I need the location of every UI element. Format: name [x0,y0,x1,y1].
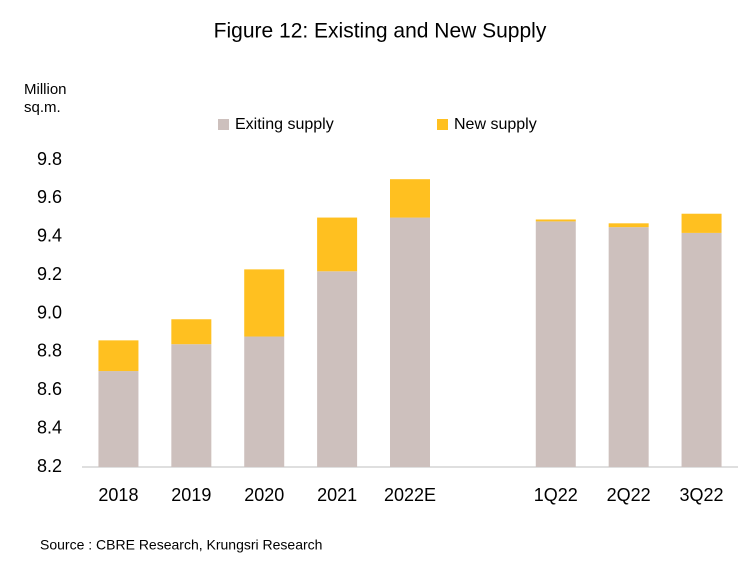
x-tick-label: 2018 [98,485,138,505]
x-tick-label: 2019 [171,485,211,505]
bar-segment [390,179,430,218]
y-tick-label: 9.8 [37,149,62,169]
x-tick-label: 2022E [384,485,436,505]
legend-label: Exiting supply [235,116,334,133]
y-tick-label: 9.6 [37,187,62,207]
y-tick-label: 9.4 [37,226,62,246]
x-tick-label: 3Q22 [680,485,724,505]
bar-segment [535,221,576,467]
bar-segment [317,217,358,272]
y-tick-label: 8.2 [37,456,62,476]
bar-segment [98,340,139,372]
bar-segment [535,219,576,222]
bar-segment [390,217,430,467]
y-axis-label: sq.m. [24,99,61,116]
legend-swatch [437,119,448,130]
bar-segment [317,271,358,467]
bar-segment [98,371,139,467]
y-axis-label: Million [24,81,67,98]
bar-segment [171,319,212,345]
bar-segment [608,227,649,467]
bar-segment [171,344,212,467]
legend-label: New supply [454,116,537,133]
bar-segment [681,213,722,233]
x-tick-label: 2021 [317,485,357,505]
x-tick-label: 1Q22 [534,485,578,505]
y-tick-label: 9.2 [37,264,62,284]
y-tick-label: 9.0 [37,302,62,322]
x-tick-label: 2Q22 [607,485,651,505]
chart-title: Figure 12: Existing and New Supply [214,20,547,43]
y-tick-label: 8.8 [37,341,62,361]
bar-segment [608,223,649,228]
legend-swatch [218,119,229,130]
y-tick-label: 8.4 [37,417,62,437]
y-tick-label: 8.6 [37,379,62,399]
bar-segment [681,232,722,467]
bar-segment [244,269,285,337]
x-tick-label: 2020 [244,485,284,505]
bar-segment [244,336,285,467]
source: Source : CBRE Research, Krungsri Researc… [40,537,322,553]
